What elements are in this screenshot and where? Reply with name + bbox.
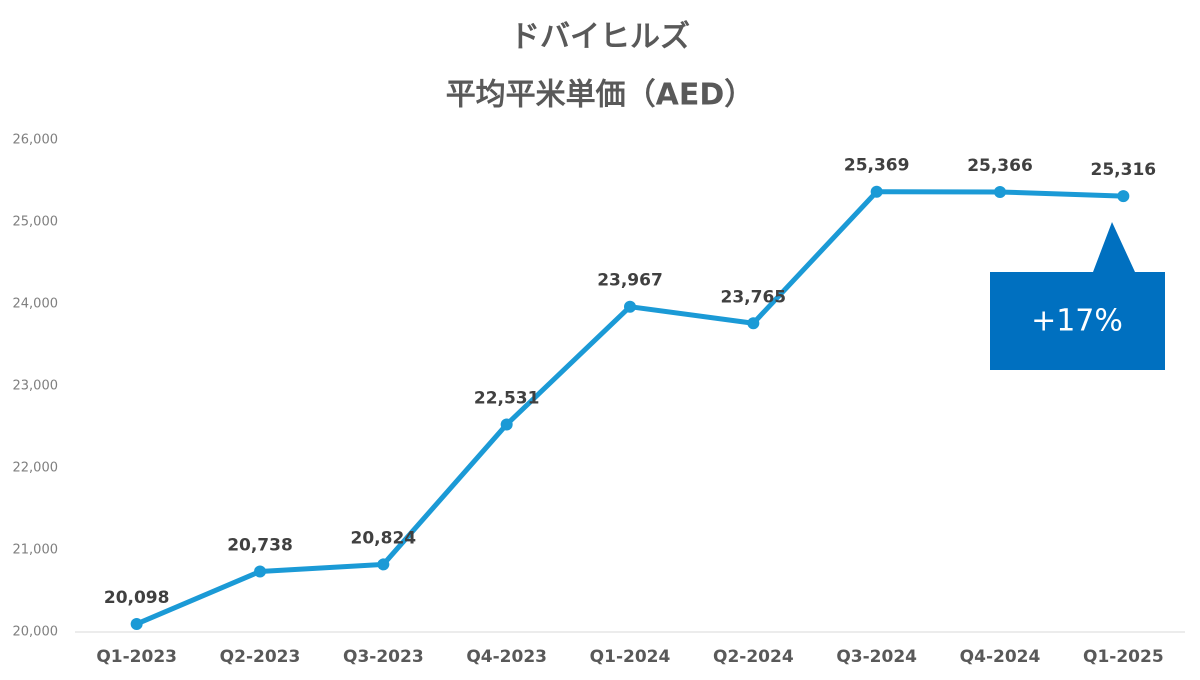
x-tick-label: Q1-2025 [1083,647,1164,667]
point [130,617,143,630]
callout: +17% [990,222,1165,370]
x-tick-label: Q2-2023 [220,647,301,667]
data-label: 20,098 [104,588,170,608]
data-label: 25,369 [844,156,910,176]
x-tick-label: Q1-2024 [590,647,671,667]
x-tick-label: Q2-2024 [713,647,794,667]
callout-box [990,222,1165,370]
data-label: 20,738 [227,535,293,555]
point [254,565,266,578]
line-series [135,189,1124,627]
y-tick-label: 21,000 [13,543,59,558]
chart-title: ドバイヒルズ [510,20,690,55]
point [870,185,883,198]
y-tick-label: 26,000 [13,133,59,148]
y-tick-label: 25,000 [13,215,59,230]
data-label: 22,531 [474,388,540,408]
x-tick-label: Q4-2024 [960,647,1041,667]
point [500,418,513,431]
point [377,558,390,571]
y-tick-label: 23,000 [13,379,59,394]
data-label: 20,824 [351,528,417,548]
point [747,317,760,330]
point [1117,190,1130,203]
data-label: 23,765 [721,287,787,307]
x-tick-label: Q4-2023 [466,647,547,667]
y-tick-label: 24,000 [13,297,59,312]
data-label: 25,316 [1091,160,1157,180]
x-tick-label: Q3-2024 [836,647,917,667]
x-tick-label: Q1-2023 [96,647,177,667]
y-tick-label: 20,000 [13,625,59,640]
data-label: 25,366 [967,156,1033,176]
data-label: 23,967 [597,271,663,291]
chart-subtitle: 平均平米単価（AED） [446,78,755,113]
callout-text: +17% [1031,304,1123,339]
x-tick-label: Q3-2023 [343,647,424,667]
y-tick-label: 22,000 [13,461,59,476]
point [624,300,636,313]
point [994,185,1006,198]
